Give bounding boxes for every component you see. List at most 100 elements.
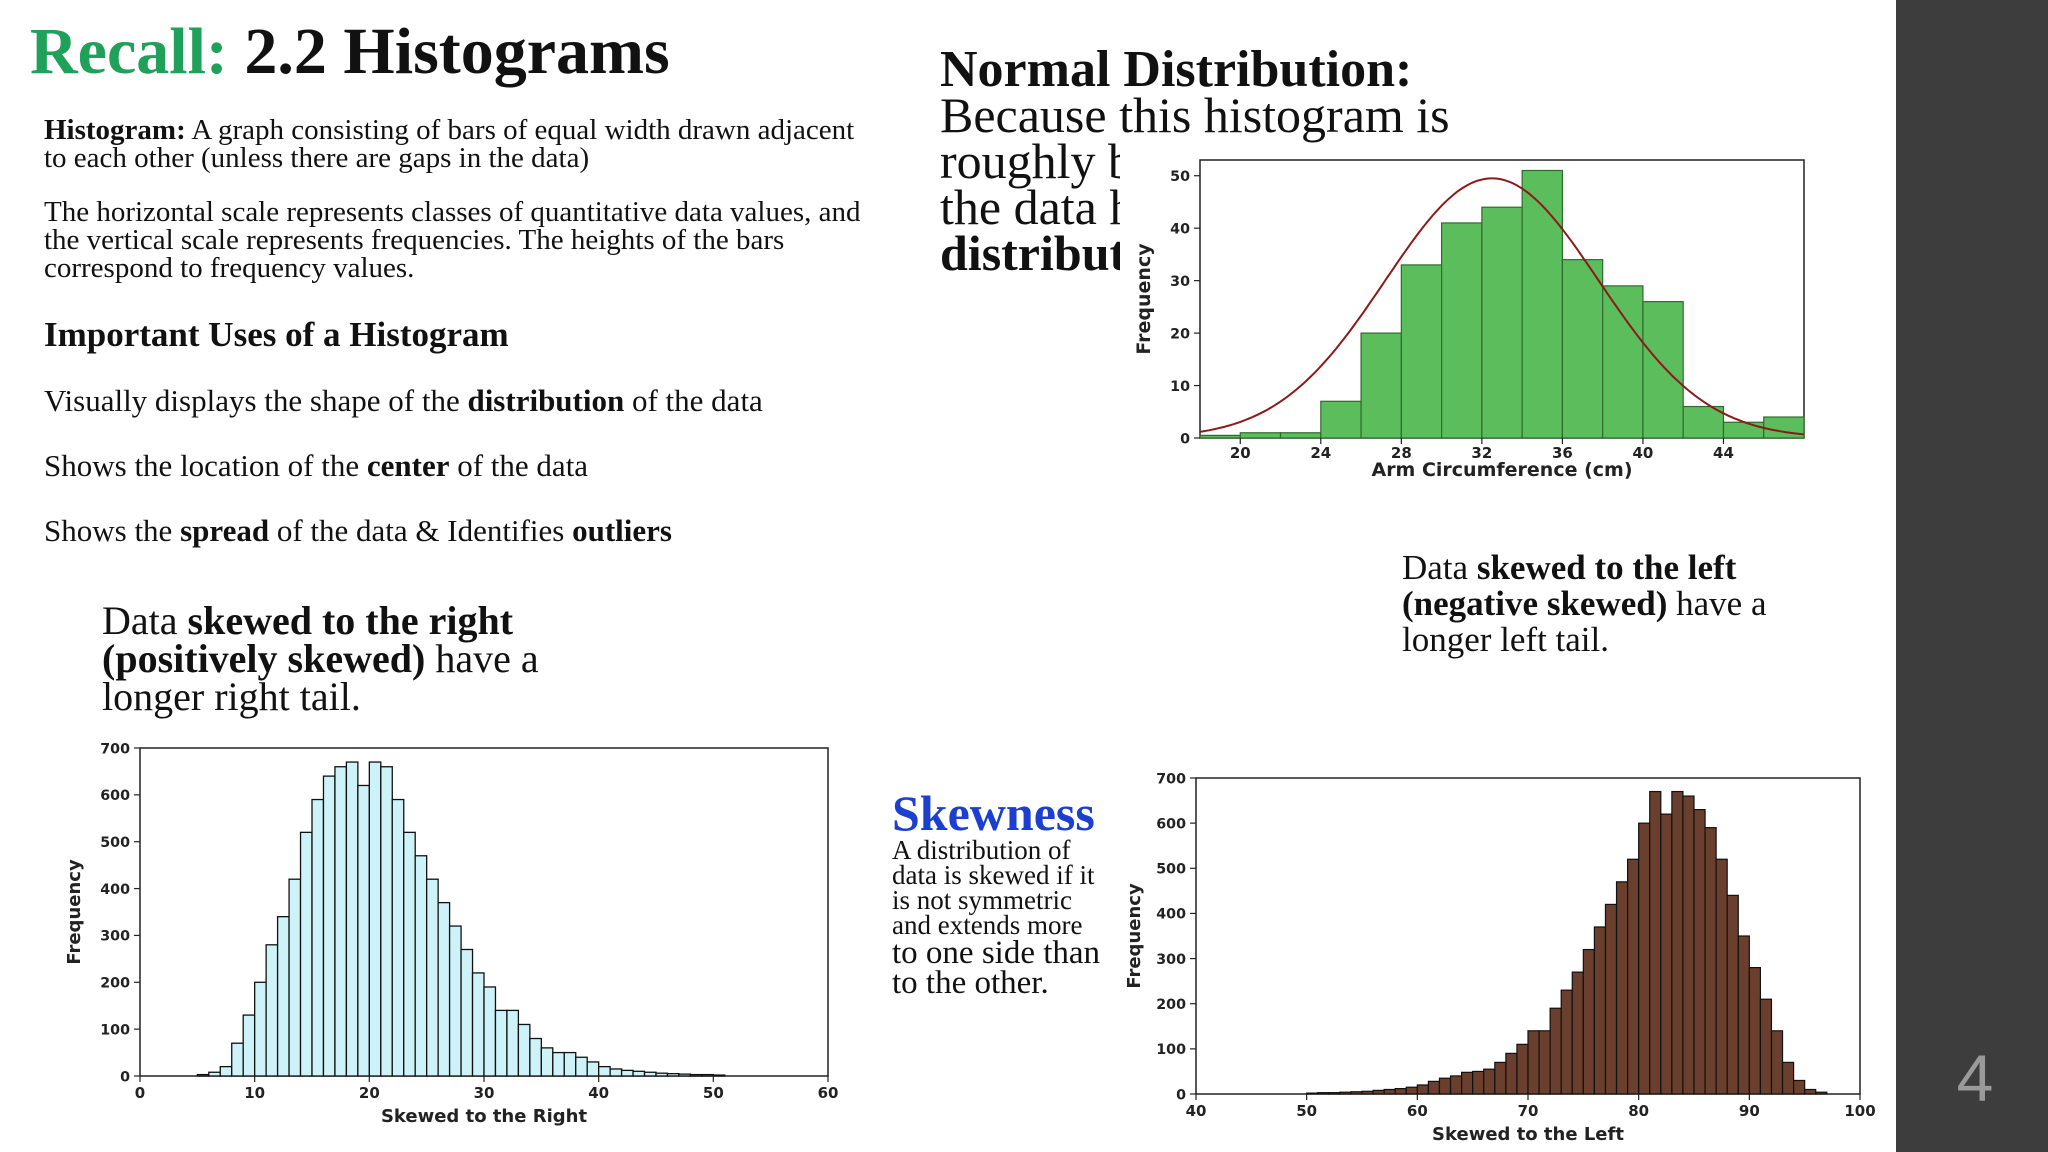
skew-bold: skewed to the left (negative skewed) (1402, 548, 1737, 623)
histogram-bar (609, 1068, 623, 1077)
y-tick-label: 0 (1176, 1087, 1186, 1103)
y-tick-label: 200 (1156, 997, 1186, 1013)
x-tick-label: 44 (1713, 444, 1734, 462)
use-bold: center (366, 448, 450, 483)
use-text: Visually displays the shape of the (44, 383, 468, 418)
x-axis-label: Skewed to the Right (381, 1106, 588, 1127)
histogram-bar (437, 901, 451, 1077)
histogram-bar (1320, 400, 1362, 439)
histogram-bar (1715, 858, 1728, 1095)
x-tick-label: 28 (1391, 444, 1412, 462)
y-tick-label: 400 (100, 882, 130, 898)
y-tick-label: 700 (1156, 771, 1186, 787)
histogram-bar (1682, 795, 1695, 1095)
use-bold: outliers (572, 513, 672, 548)
x-tick-label: 0 (135, 1084, 145, 1102)
histogram-bar (598, 1065, 611, 1077)
x-tick-label: 24 (1310, 444, 1331, 462)
histogram-bar (563, 1051, 577, 1077)
histogram-bar (1472, 1070, 1485, 1095)
left-skew-text: Data skewed to the left (negative skewed… (1402, 550, 1822, 658)
use-text: of the data & Identifies (269, 513, 573, 548)
histogram-bar (552, 1051, 565, 1077)
y-tick-label: 20 (1170, 326, 1190, 342)
scales-text: The horizontal scale represents classes … (44, 196, 861, 284)
y-tick-label: 30 (1170, 274, 1190, 290)
use-bold: spread (180, 513, 270, 548)
histogram-bar (1405, 1086, 1418, 1095)
use-text: Shows the location of the (44, 448, 367, 483)
histogram-bar (1360, 332, 1402, 439)
y-tick-label: 300 (1156, 952, 1186, 968)
histogram-bar (1481, 206, 1523, 439)
histogram-bar (1593, 926, 1607, 1095)
histogram-bar (448, 925, 462, 1077)
histogram-bar (219, 1065, 233, 1077)
y-tick-label: 400 (1156, 907, 1186, 923)
x-tick-label: 50 (1296, 1102, 1317, 1120)
histogram-bar (620, 1069, 634, 1077)
histogram-bar (276, 916, 290, 1077)
slide-number: 4 (1956, 1041, 1994, 1115)
skewness-title: Skewness (892, 785, 1095, 841)
x-tick-label: 60 (1407, 1102, 1428, 1120)
histogram-bar (1350, 1091, 1363, 1095)
slide-sidebar (1896, 0, 2048, 1152)
y-tick-label: 500 (100, 835, 130, 851)
x-tick-label: 100 (1844, 1102, 1875, 1120)
use-text: Shows the (44, 513, 181, 548)
histogram-bar (1693, 808, 1706, 1095)
normal-line: the data h (940, 179, 1135, 235)
skew-text: have a longer right tail. (102, 636, 539, 719)
histogram-bar (1781, 1061, 1795, 1095)
histogram-bar (1615, 881, 1629, 1095)
right-skewed-histogram-chart: 0 10 20 30 40 50 600100200300400500600700Skewe… (40, 736, 870, 1146)
x-tick-label: 30 (474, 1084, 495, 1102)
histogram-bar (506, 1009, 520, 1077)
normal-line: roughly b (940, 133, 1134, 189)
skewness-body: A distribution of data is skewed if it i… (892, 837, 1112, 1000)
histogram-bar (1722, 421, 1765, 439)
x-tick-label: 40 (1186, 1102, 1207, 1120)
x-tick-label: 36 (1552, 444, 1573, 462)
histogram-bar (632, 1070, 646, 1077)
histogram-bar (1737, 935, 1750, 1095)
use-center: Shows the location of the center of the … (44, 448, 588, 484)
histogram-bar (288, 878, 302, 1077)
histogram-bar (1560, 989, 1573, 1095)
histogram-bar (1279, 432, 1322, 439)
x-tick-label: 50 (703, 1084, 724, 1102)
histogram-bar (1770, 1030, 1784, 1095)
histogram-bar (265, 944, 279, 1077)
histogram-bar (1438, 1077, 1452, 1095)
normal-line: distribut (940, 225, 1127, 281)
histogram-bar (1306, 1092, 1319, 1095)
histogram-bar (575, 1056, 588, 1077)
histogram-bar (529, 1037, 542, 1077)
y-axis-label: Frequency (64, 859, 85, 965)
y-tick-label: 50 (1170, 169, 1190, 185)
histogram-bar (1626, 858, 1640, 1095)
histogram-bar (1416, 1084, 1430, 1095)
histogram-bar (1441, 222, 1483, 439)
y-tick-label: 40 (1170, 221, 1190, 237)
histogram-bar (299, 831, 313, 1077)
histogram-bar (1521, 169, 1563, 439)
histogram-bar (1649, 790, 1662, 1095)
use-bold: distribution (467, 383, 625, 418)
histogram-bar (1505, 1052, 1518, 1095)
y-tick-label: 0 (1180, 431, 1190, 447)
x-tick-label: 90 (1739, 1102, 1760, 1120)
normal-title: Normal Distribution: (940, 41, 1413, 98)
histogram-bar (1660, 813, 1673, 1095)
uses-heading: Important Uses of a Histogram (44, 315, 509, 354)
histogram-bar (1383, 1088, 1396, 1095)
use-distribution: Visually displays the shape of the distr… (44, 383, 763, 419)
histogram-bar (1328, 1092, 1341, 1095)
normal-histogram-chart: 20 24 28 32 36 40 44 0 10 20 30 40 50 Arm Circumferen… (1120, 148, 1820, 488)
definition-text: A graph consisting of bars of equal widt… (44, 114, 855, 174)
histogram-bar (1427, 1080, 1441, 1095)
y-tick-label: 10 (1170, 379, 1190, 395)
histogram-bar (322, 775, 336, 1077)
histogram-bar (483, 986, 497, 1077)
